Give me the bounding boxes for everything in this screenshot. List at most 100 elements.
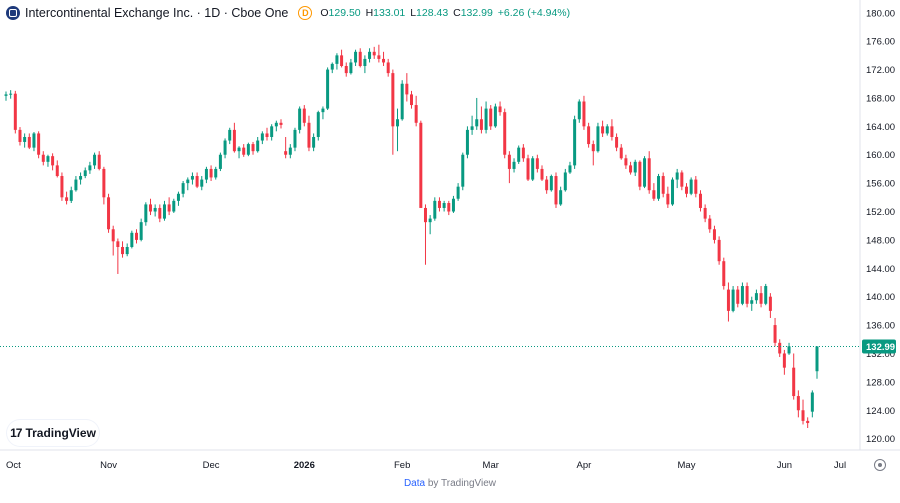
candle xyxy=(778,339,782,358)
candle-body xyxy=(405,83,409,95)
time-axis-tick-label: May xyxy=(678,460,696,471)
last-price-label: 132.99 xyxy=(866,342,895,353)
candle-body xyxy=(563,172,567,191)
candle-body xyxy=(223,140,227,155)
candle xyxy=(638,160,642,191)
tradingview-mark-icon: 17 xyxy=(10,426,22,440)
settings-gear-icon[interactable] xyxy=(874,459,886,471)
candle xyxy=(801,399,805,425)
candle xyxy=(93,152,97,169)
candle-body xyxy=(666,193,670,205)
candle-body xyxy=(489,108,493,127)
candle xyxy=(759,286,763,308)
candle-body xyxy=(340,55,344,67)
candle-body xyxy=(284,151,288,155)
last-price-tag[interactable] xyxy=(862,339,896,354)
candle-body xyxy=(265,133,269,137)
candle xyxy=(647,151,651,194)
candle-body xyxy=(582,101,586,127)
time-axis[interactable]: Oct Nov Dec 2026 Feb Mar Apr May Jun Jul xyxy=(6,460,846,471)
candle xyxy=(456,183,460,201)
candle xyxy=(666,186,670,208)
price-axis-tick-label: 124.00 xyxy=(866,406,895,417)
candle-body xyxy=(615,136,619,148)
candle-body xyxy=(55,165,59,177)
delayed-data-badge[interactable]: D xyxy=(298,6,313,20)
symbol-logo-icon[interactable] xyxy=(6,6,20,20)
candle-body xyxy=(764,286,768,304)
candle xyxy=(414,95,418,127)
candle xyxy=(65,191,69,205)
candle-body xyxy=(792,367,796,397)
candle-body xyxy=(782,353,786,368)
candle-body xyxy=(377,55,381,59)
open-label: O xyxy=(320,7,329,19)
candle-body xyxy=(107,197,111,230)
candle-body xyxy=(675,172,679,180)
candle xyxy=(545,176,549,194)
candle xyxy=(493,103,497,128)
candle-body xyxy=(549,176,553,191)
candle-body xyxy=(23,136,27,142)
symbol-title[interactable]: Intercontinental Exchange Inc. · 1D · Cb… xyxy=(25,6,289,20)
candle-body xyxy=(470,126,474,130)
candle-body xyxy=(279,122,283,125)
candle xyxy=(643,156,647,189)
candle-body xyxy=(498,106,502,113)
candle xyxy=(503,108,507,159)
candle xyxy=(489,105,493,130)
candle xyxy=(181,180,185,198)
low-value: 128.43 xyxy=(416,7,449,19)
price-axis[interactable]: 180.00 176.00 172.00 168.00 164.00 160.00 156.… xyxy=(862,8,896,445)
candle-body xyxy=(759,293,763,304)
candle xyxy=(88,161,92,174)
candle xyxy=(330,62,334,74)
candle xyxy=(708,215,712,233)
candle-body xyxy=(190,176,194,180)
candle xyxy=(652,183,656,201)
candle-body xyxy=(363,58,367,67)
ohlc-values: O129.50 H133.01 L128.43 C132.99 +6.26 (+… xyxy=(320,7,570,19)
candle xyxy=(270,124,274,141)
candle xyxy=(200,176,204,191)
candle xyxy=(195,172,199,189)
candle xyxy=(382,51,386,67)
time-axis-tick-label: Jul xyxy=(834,460,846,471)
candle-body xyxy=(18,129,22,142)
candle xyxy=(23,133,27,148)
candle-body xyxy=(545,179,549,191)
price-axis-tick-label: 168.00 xyxy=(866,93,895,104)
candle-body xyxy=(684,186,688,194)
candle xyxy=(265,127,269,141)
candle-body xyxy=(731,289,735,311)
candle xyxy=(302,105,306,127)
time-axis-tick-label: Feb xyxy=(394,460,410,471)
open-value: 129.50 xyxy=(328,7,361,19)
candle xyxy=(498,101,502,116)
candle-body xyxy=(768,296,772,311)
candle xyxy=(423,204,427,265)
candle xyxy=(358,48,362,68)
candle xyxy=(354,49,358,67)
tradingview-logo[interactable]: 17 TradingView xyxy=(7,420,99,446)
candle xyxy=(535,154,539,173)
data-link[interactable]: Data xyxy=(403,478,426,489)
candle-body xyxy=(270,126,274,137)
candle xyxy=(731,286,735,313)
candle-body xyxy=(298,108,302,130)
candle-body xyxy=(689,179,693,194)
candle xyxy=(526,154,530,181)
candle-body xyxy=(517,147,521,162)
candle xyxy=(712,225,716,244)
candle-body xyxy=(214,168,218,178)
candle xyxy=(615,133,619,152)
price-axis-tick-label: 136.00 xyxy=(866,321,895,332)
candle xyxy=(316,110,320,141)
candle xyxy=(703,204,707,223)
candle-body xyxy=(69,190,73,201)
candle xyxy=(223,138,227,159)
candle-body xyxy=(349,62,353,74)
candle-body xyxy=(629,165,633,173)
